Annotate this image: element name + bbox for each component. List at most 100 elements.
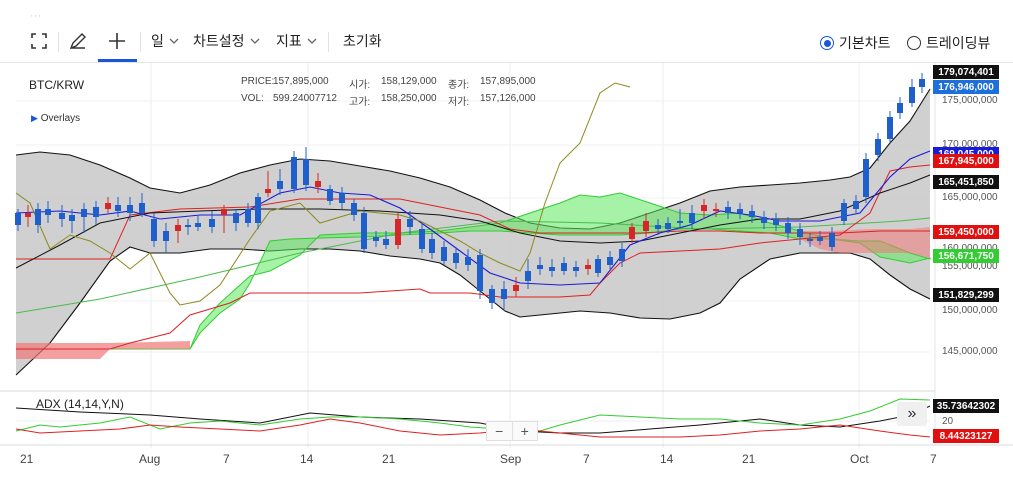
candle-body <box>619 249 625 261</box>
candle-body <box>465 257 471 265</box>
candle-body <box>607 257 613 265</box>
price-tag: 151,829,299 <box>933 288 999 302</box>
adx-tag: 35.73642302 <box>933 399 999 413</box>
candle-body <box>537 265 543 269</box>
candle-body <box>373 237 379 241</box>
candle-body <box>853 201 859 209</box>
candle-body <box>919 79 925 87</box>
bollinger-band-fill <box>16 89 930 375</box>
y-tick: 170,000,000 <box>942 139 998 150</box>
open-label: 시가: <box>349 80 371 91</box>
candle-body <box>817 237 823 241</box>
divider <box>58 32 59 52</box>
radio-selected-icon <box>820 36 834 50</box>
candle-body <box>561 263 567 271</box>
candle-body <box>441 247 447 261</box>
candle-body <box>303 159 309 185</box>
open-value: 158,129,000 <box>381 76 437 87</box>
adx-minus-di-line <box>15 418 931 438</box>
zoom-control: − + <box>486 421 538 441</box>
candle-body <box>665 223 671 229</box>
candle-body <box>245 209 251 223</box>
zoom-out-button[interactable]: − <box>495 423 504 439</box>
zoom-in-button[interactable]: + <box>511 422 538 440</box>
x-tick: 14 <box>300 452 314 466</box>
candle-body <box>501 289 507 299</box>
divider <box>328 32 329 52</box>
candle-body <box>15 213 21 225</box>
scroll-to-latest-button[interactable]: » <box>897 402 927 426</box>
fullscreen-icon[interactable] <box>30 22 48 60</box>
ichimoku-cloud-bear <box>16 341 190 359</box>
symbol-label: BTC/KRW <box>29 78 85 92</box>
price-tag: 176,946,000 <box>933 80 999 94</box>
overlays-toggle[interactable]: ▶ Overlays <box>31 113 80 124</box>
candle-body <box>573 267 579 271</box>
candle-body <box>595 259 601 273</box>
candle-body <box>115 205 121 211</box>
tradingview-label: 트레이딩뷰 <box>926 35 991 51</box>
period-dropdown[interactable]: 일 <box>151 22 180 60</box>
candle-body <box>163 231 169 241</box>
candle-body <box>629 227 635 239</box>
basic-chart-radio[interactable]: 기본차트 <box>820 33 891 53</box>
candle-body <box>761 217 767 223</box>
x-tick: 21 <box>742 452 756 466</box>
x-tick: 21 <box>382 452 396 466</box>
candle-body <box>689 213 695 223</box>
candle-body <box>585 265 591 269</box>
price-chart-area[interactable]: BTC/KRW ▶ Overlays PRICE: 157,895,000 시가… <box>0 63 1013 482</box>
faded-ticker-strip: ··· <box>0 0 1013 22</box>
candle-body <box>59 213 65 219</box>
draw-pencil-icon[interactable] <box>68 22 88 60</box>
candle-body <box>25 213 31 217</box>
bollinger-mid-line <box>15 174 931 269</box>
candle-body <box>713 209 719 211</box>
candle-body <box>277 181 283 189</box>
candle-body <box>139 203 145 213</box>
candlestick-series <box>15 73 925 311</box>
close-label: 종가: <box>448 80 470 91</box>
adx-line <box>15 405 931 434</box>
candle-body <box>513 285 519 291</box>
candle-body <box>429 239 435 253</box>
bollinger-lower-line <box>15 246 931 376</box>
period-label: 일 <box>151 33 164 49</box>
candle-body <box>477 255 483 291</box>
adx-tick: 20 <box>942 416 954 427</box>
low-value: 157,126,000 <box>480 93 536 104</box>
chart-toolbar: 일 차트설정 지표 초기화 기본차트 트레이딩뷰 <box>0 22 1013 63</box>
reset-button[interactable]: 초기화 <box>343 33 382 49</box>
candle-body <box>807 239 813 241</box>
chevron-down-icon <box>250 38 259 44</box>
lagging-span-line <box>15 82 631 306</box>
adx-tag: 8.44323127 <box>933 429 999 443</box>
adx-plus-di-line <box>15 398 931 432</box>
candle-body <box>383 239 389 245</box>
crosshair-icon[interactable] <box>108 22 126 60</box>
overlays-label: Overlays <box>40 113 81 124</box>
candle-body <box>489 289 495 303</box>
candle-body <box>773 219 779 225</box>
candle-body <box>93 207 99 217</box>
chart-canvas[interactable] <box>0 63 1013 482</box>
candle-body <box>841 203 847 221</box>
chart-settings-dropdown[interactable]: 차트설정 <box>193 22 261 60</box>
bollinger-upper-line <box>15 88 931 230</box>
vol-label: VOL: <box>241 93 264 104</box>
price-tag: 156,671,750 <box>933 249 999 263</box>
candle-body <box>361 213 367 249</box>
divider <box>140 32 141 52</box>
faded-text: ··· <box>30 10 41 22</box>
price-tag: 159,450,000 <box>933 225 999 239</box>
indicator-label: 지표 <box>276 33 302 49</box>
candle-body <box>351 203 357 215</box>
candle-body <box>69 215 75 221</box>
tradingview-radio[interactable]: 트레이딩뷰 <box>907 33 990 53</box>
candle-body <box>127 205 133 213</box>
candle-body <box>255 197 261 223</box>
candle-body <box>221 209 227 215</box>
price-tag: 179,074,401 <box>933 65 999 79</box>
indicator-dropdown[interactable]: 지표 <box>276 22 318 60</box>
candle-body <box>525 271 531 281</box>
